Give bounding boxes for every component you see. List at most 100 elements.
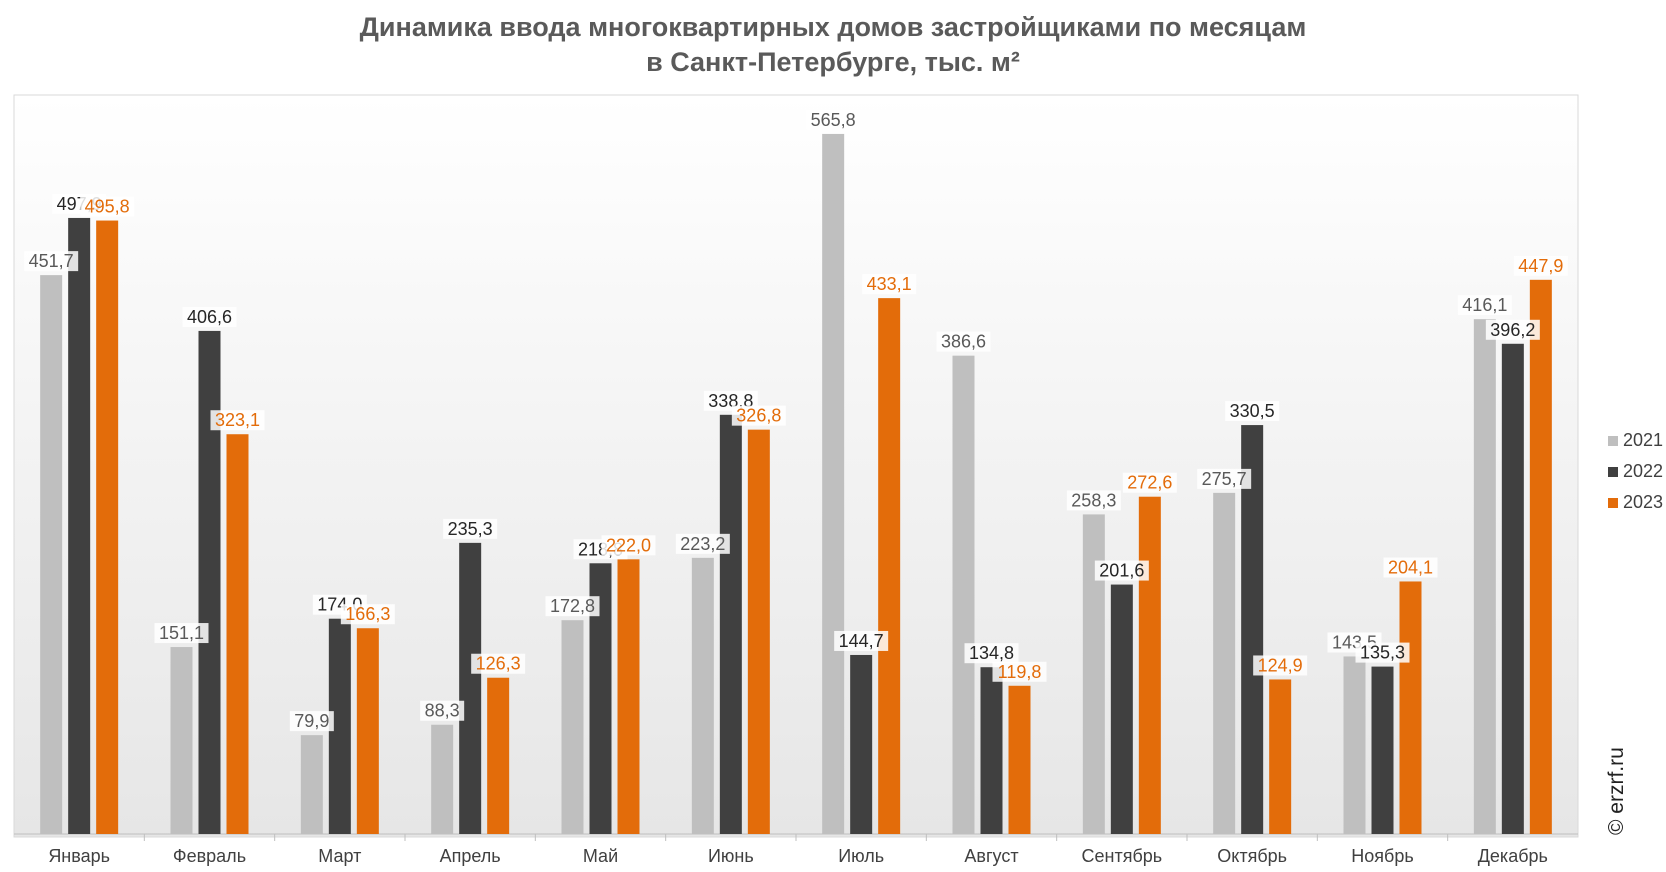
data-label-bg [1355, 642, 1410, 663]
data-label-2021: 172,8 [550, 596, 595, 616]
data-label-2021: 223,2 [680, 534, 725, 554]
data-label-2021: 451,7 [29, 251, 74, 271]
data-label-bg [1253, 655, 1308, 676]
x-tick-label: Ноябрь [1351, 846, 1413, 866]
bar-2023 [487, 677, 510, 834]
data-label-2023: 126,3 [476, 654, 521, 674]
data-label-bg [340, 604, 395, 625]
bar-2023 [617, 559, 640, 834]
bar-2023 [226, 434, 249, 834]
bar-2023 [1529, 279, 1552, 834]
data-label-2023: 326,8 [736, 406, 781, 426]
data-label-bg [443, 518, 498, 539]
bar-2023 [1138, 496, 1161, 834]
bar-2022 [328, 618, 351, 834]
bar-2022 [68, 217, 91, 834]
data-label-2022: 134,8 [969, 643, 1014, 663]
bar-2021 [40, 275, 63, 835]
bar-2021 [561, 620, 584, 834]
data-label-2023: 323,1 [215, 410, 260, 430]
bar-2023 [356, 628, 379, 834]
data-label-2023: 124,9 [1258, 655, 1303, 675]
bar-2021 [431, 724, 454, 834]
data-label-2021: 386,6 [941, 332, 986, 352]
data-label-bg [182, 306, 237, 327]
plot-area [13, 94, 1579, 838]
x-tick-label: Декабрь [1478, 846, 1548, 866]
data-label-2022: 406,6 [187, 307, 232, 327]
data-label-bg [1485, 319, 1540, 340]
bar-2021 [691, 557, 714, 834]
data-label-bg [545, 596, 600, 617]
x-tick-label: Июнь [708, 846, 754, 866]
data-label-2022: 201,6 [1099, 561, 1144, 581]
legend-label-2022: 2022 [1623, 461, 1663, 481]
bar-2023 [1399, 581, 1422, 834]
data-label-bg [731, 405, 786, 426]
bar-2022 [1110, 584, 1133, 834]
data-label-2023: 447,9 [1518, 256, 1563, 276]
data-label-2023: 272,6 [1127, 473, 1172, 493]
data-label-bg [1197, 468, 1252, 489]
bar-2022 [719, 414, 742, 834]
data-label-2022: 135,3 [1360, 643, 1405, 663]
data-label-bg [289, 711, 334, 732]
legend-swatch-2023 [1608, 498, 1618, 508]
data-label-2021: 565,8 [811, 110, 856, 130]
bar-2021 [1082, 514, 1105, 834]
x-tick-label: Май [583, 846, 618, 866]
data-label-2023: 222,0 [606, 535, 651, 555]
x-tick-label: Сентябрь [1082, 846, 1163, 866]
bar-2022 [459, 542, 482, 834]
bar-2021 [1343, 656, 1366, 834]
bar-2023 [747, 429, 770, 834]
data-label-bg [601, 535, 656, 556]
bar-2023 [878, 298, 901, 834]
x-tick-label: Февраль [173, 846, 246, 866]
bar-2022 [1501, 343, 1524, 834]
data-label-bg [1225, 401, 1280, 422]
bar-2023 [96, 220, 119, 835]
data-label-bg [420, 700, 465, 721]
data-label-2023: 204,1 [1388, 557, 1433, 577]
data-label-2023: 495,8 [85, 197, 130, 217]
data-label-bg [24, 251, 79, 272]
data-label-2021: 151,1 [159, 623, 204, 643]
data-label-bg [154, 623, 209, 644]
data-label-bg [80, 196, 135, 217]
data-label-2023: 166,3 [345, 604, 390, 624]
bar-2021 [170, 647, 193, 834]
legend-swatch-2021 [1608, 436, 1618, 446]
data-label-2021: 416,1 [1462, 295, 1507, 315]
bar-2023 [1008, 685, 1031, 834]
data-label-2021: 258,3 [1071, 490, 1116, 510]
data-label-2022: 396,2 [1490, 320, 1535, 340]
x-tick-label: Июль [838, 846, 884, 866]
bar-2022 [980, 667, 1003, 834]
data-label-bg [992, 661, 1047, 682]
data-label-2022: 144,7 [839, 631, 884, 651]
watermark-text: © erzrf.ru [1605, 747, 1628, 835]
legend-swatch-2022 [1608, 467, 1618, 477]
x-tick-label: Август [964, 846, 1018, 866]
data-label-bg [1513, 255, 1568, 276]
bar-2021 [300, 735, 323, 834]
data-label-2021: 88,3 [425, 701, 460, 721]
x-tick-label: Апрель [440, 846, 501, 866]
x-tick-label: Октябрь [1217, 846, 1287, 866]
bar-2022 [589, 563, 612, 834]
chart-title-line-1: Динамика ввода многоквартирных домов зас… [359, 12, 1307, 42]
bar-2021 [952, 355, 975, 834]
data-label-bg [1094, 560, 1149, 581]
data-label-2022: 235,3 [448, 519, 493, 539]
data-label-bg [834, 630, 889, 651]
data-label-bg [675, 533, 730, 554]
data-label-bg [1457, 295, 1512, 316]
bar-2021 [1213, 492, 1236, 834]
data-label-2022: 330,5 [1230, 401, 1275, 421]
data-label-2023: 119,8 [998, 662, 1042, 682]
chart-title-line-2: в Санкт-Петербурге, тыс. м² [646, 47, 1020, 77]
x-tick-label: Март [318, 846, 361, 866]
bar-2022 [850, 654, 873, 834]
